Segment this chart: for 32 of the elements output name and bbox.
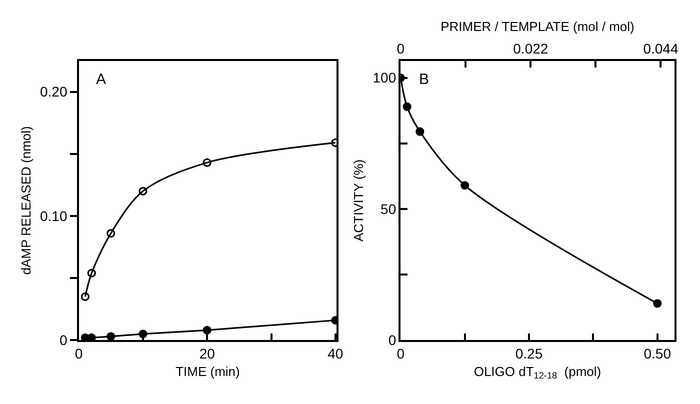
point [87, 268, 96, 278]
annotation: A [96, 71, 106, 88]
y-axis-title: dAMP RELEASED (nmol) [18, 126, 34, 275]
x-axis-title: OLIGO dT$_{12-18}$ (pmol) [474, 364, 602, 381]
y-tick-label: 50 [380, 200, 396, 217]
y-tick-label: 0 [388, 332, 396, 348]
point [202, 158, 212, 167]
x2-tick-label: 0.022 [513, 40, 548, 56]
point [80, 292, 90, 301]
y-tick-label: 100 [372, 70, 396, 86]
point [653, 299, 662, 308]
x-axis-title: TIME (min) [176, 364, 240, 379]
point [87, 333, 96, 340]
point [106, 332, 116, 340]
point [416, 127, 424, 136]
x-tick-label: 40 [328, 346, 344, 362]
y-tick-label: 0.20 [40, 84, 68, 100]
x2-tick-label: 0.044 [643, 40, 678, 56]
point [460, 181, 470, 190]
x-tick-label: 0 [74, 346, 83, 362]
annotation: B [419, 71, 430, 88]
point [138, 186, 148, 196]
y-tick-label: 0.10 [40, 208, 68, 224]
x-tick-label: 20 [199, 346, 216, 362]
point [106, 229, 116, 238]
x-tick-label: 0.50 [644, 346, 672, 362]
x-tick-label: 0.25 [515, 346, 543, 362]
y-axis-title: ACTIVITY (%) [351, 159, 366, 242]
y-tick-label: 0 [59, 332, 68, 348]
point [402, 102, 412, 111]
point [202, 326, 212, 334]
x2-axis-title: PRIMER / TEMPLATE (mol / mol) [440, 18, 634, 34]
